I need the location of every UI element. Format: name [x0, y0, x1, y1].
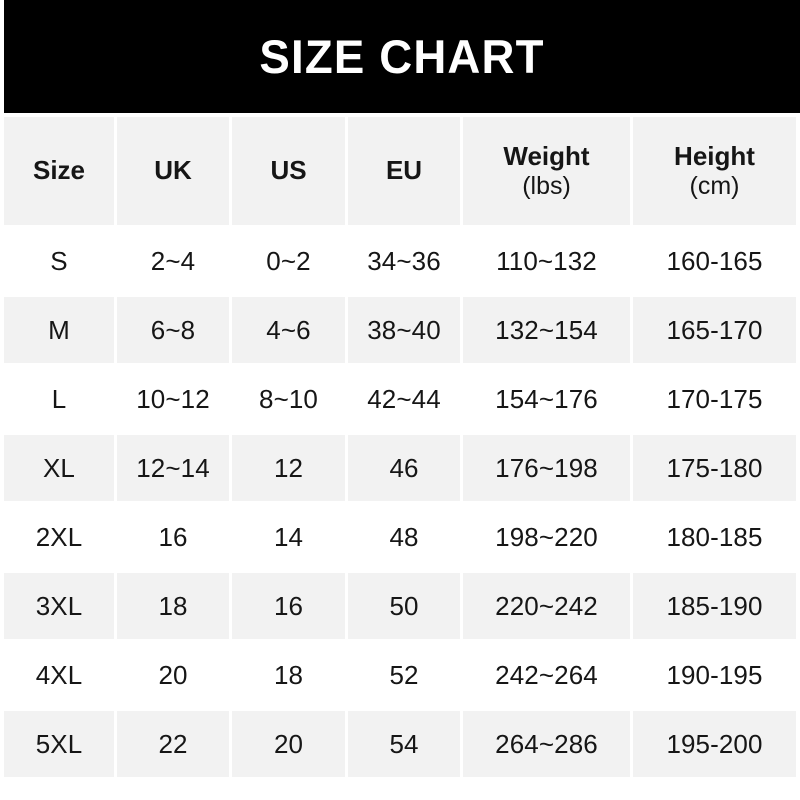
table-row: 3XL 18 16 50 220~242 185-190: [4, 573, 796, 642]
cell-size: XL: [4, 435, 117, 504]
cell-us: 0~2: [232, 228, 348, 297]
cell-uk: 16: [117, 504, 232, 573]
cell-weight: 198~220: [463, 504, 633, 573]
column-header-height: Height (cm): [633, 117, 796, 228]
column-header-uk: UK: [117, 117, 232, 228]
cell-eu: 52: [348, 642, 463, 711]
cell-size: 2XL: [4, 504, 117, 573]
cell-size: 5XL: [4, 711, 117, 777]
cell-height: 175-180: [633, 435, 796, 504]
column-header-size-label: Size: [32, 155, 86, 186]
cell-height: 185-190: [633, 573, 796, 642]
cell-weight: 176~198: [463, 435, 633, 504]
cell-eu: 48: [348, 504, 463, 573]
cell-weight: 242~264: [463, 642, 633, 711]
cell-size: M: [4, 297, 117, 366]
column-header-eu-label: EU: [385, 155, 423, 186]
table-row: S 2~4 0~2 34~36 110~132 160-165: [4, 228, 796, 297]
table-row: L 10~12 8~10 42~44 154~176 170-175: [4, 366, 796, 435]
cell-uk: 20: [117, 642, 232, 711]
table-body: S 2~4 0~2 34~36 110~132 160-165 M 6~8 4~6 38~40 13…: [4, 228, 796, 777]
column-header-size: Size: [4, 117, 117, 228]
cell-size: 3XL: [4, 573, 117, 642]
header-row: Size UK US EU Weight (lbs) Height (cm): [4, 117, 796, 228]
column-header-us: US: [232, 117, 348, 228]
cell-height: 180-185: [633, 504, 796, 573]
cell-uk: 22: [117, 711, 232, 777]
size-chart-table: Size UK US EU Weight (lbs) Height (cm): [4, 117, 796, 777]
cell-us: 20: [232, 711, 348, 777]
cell-us: 14: [232, 504, 348, 573]
cell-height: 160-165: [633, 228, 796, 297]
cell-eu: 50: [348, 573, 463, 642]
cell-eu: 34~36: [348, 228, 463, 297]
column-header-uk-label: UK: [154, 155, 192, 186]
table-row: XL 12~14 12 46 176~198 175-180: [4, 435, 796, 504]
title-banner: SIZE CHART: [4, 0, 800, 113]
cell-size: S: [4, 228, 117, 297]
cell-eu: 46: [348, 435, 463, 504]
column-header-height-unit: (cm): [689, 171, 740, 200]
cell-uk: 18: [117, 573, 232, 642]
cell-us: 12: [232, 435, 348, 504]
cell-weight: 220~242: [463, 573, 633, 642]
cell-weight: 154~176: [463, 366, 633, 435]
column-header-weight-unit: (lbs): [522, 171, 571, 200]
cell-us: 18: [232, 642, 348, 711]
cell-size: 4XL: [4, 642, 117, 711]
cell-height: 170-175: [633, 366, 796, 435]
column-header-weight: Weight (lbs): [463, 117, 633, 228]
cell-eu: 38~40: [348, 297, 463, 366]
column-header-us-label: US: [270, 155, 307, 186]
cell-height: 195-200: [633, 711, 796, 777]
cell-eu: 54: [348, 711, 463, 777]
cell-height: 190-195: [633, 642, 796, 711]
page-title: SIZE CHART: [259, 30, 545, 83]
cell-weight: 110~132: [463, 228, 633, 297]
cell-us: 16: [232, 573, 348, 642]
table-row: 5XL 22 20 54 264~286 195-200: [4, 711, 796, 777]
cell-us: 8~10: [232, 366, 348, 435]
cell-uk: 2~4: [117, 228, 232, 297]
cell-size: L: [4, 366, 117, 435]
table-row: 4XL 20 18 52 242~264 190-195: [4, 642, 796, 711]
column-header-height-label: Height: [674, 141, 755, 172]
table-row: M 6~8 4~6 38~40 132~154 165-170: [4, 297, 796, 366]
cell-weight: 132~154: [463, 297, 633, 366]
table-row: 2XL 16 14 48 198~220 180-185: [4, 504, 796, 573]
cell-height: 165-170: [633, 297, 796, 366]
cell-uk: 10~12: [117, 366, 232, 435]
column-header-eu: EU: [348, 117, 463, 228]
column-header-weight-label: Weight: [503, 141, 590, 172]
cell-weight: 264~286: [463, 711, 633, 777]
table-header: Size UK US EU Weight (lbs) Height (cm): [4, 117, 796, 228]
cell-uk: 6~8: [117, 297, 232, 366]
cell-us: 4~6: [232, 297, 348, 366]
cell-uk: 12~14: [117, 435, 232, 504]
cell-eu: 42~44: [348, 366, 463, 435]
